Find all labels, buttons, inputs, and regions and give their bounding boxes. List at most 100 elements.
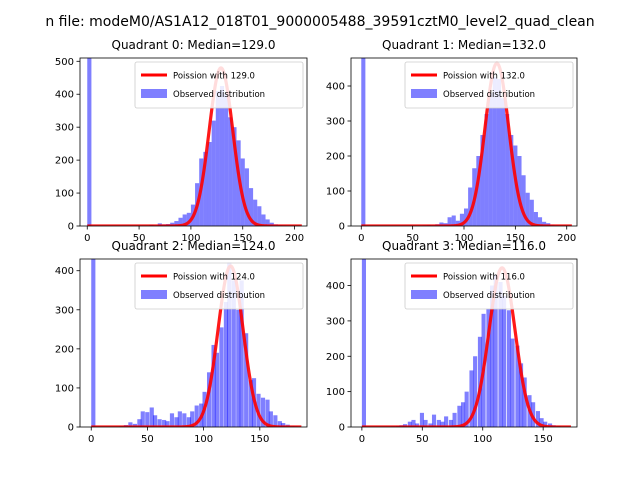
x-tick-label: 200 <box>285 233 304 244</box>
y-tick-label: 300 <box>55 305 74 316</box>
histogram-bar <box>509 135 514 226</box>
axes-frame <box>79 57 308 227</box>
histogram-bar <box>140 411 145 427</box>
histogram-bar <box>219 327 224 427</box>
histogram-bar <box>248 188 254 226</box>
histogram-bar <box>473 356 478 427</box>
histogram-bar <box>488 93 493 226</box>
histogram-bar <box>232 127 237 226</box>
histogram-bar <box>239 280 244 427</box>
histogram-bar <box>244 333 249 427</box>
histogram-bar <box>177 411 182 427</box>
histogram-bar <box>182 214 187 226</box>
histogram-bar <box>219 86 225 226</box>
histogram-bar <box>444 416 449 427</box>
poisson-curve <box>360 61 573 226</box>
histogram-bar <box>415 423 420 427</box>
quadrant-0-panel: 0 50 100 150 200 0 100 200 300 400 500 Quadrant 0: … <box>55 38 308 244</box>
y-tick-label: 400 <box>326 82 345 93</box>
histogram-bar <box>170 222 175 226</box>
y-tick-label: 300 <box>326 117 345 128</box>
legend-hist-label: Observed distribution <box>443 291 535 301</box>
histogram-bar <box>510 338 515 427</box>
y-tick-label: 200 <box>55 344 74 355</box>
legend-hist-label: Observed distribution <box>443 90 535 100</box>
y-tick-label: 200 <box>326 352 345 363</box>
histogram-bar <box>451 215 456 226</box>
y-tick-label: 400 <box>55 90 74 101</box>
x-tick-label: 200 <box>557 233 576 244</box>
histogram-bar <box>529 199 534 226</box>
histogram-bar <box>489 285 495 427</box>
poisson-curve <box>360 266 572 427</box>
histogram-bar <box>224 94 229 226</box>
plot-content <box>360 58 573 226</box>
histogram-bar <box>128 422 133 427</box>
histogram-bar <box>169 413 175 427</box>
histogram-bar <box>228 117 233 226</box>
legend-curve-label: Poission with 129.0 <box>173 72 255 82</box>
legend-box <box>404 262 574 310</box>
histogram-bar <box>257 206 262 226</box>
histogram-bar <box>537 217 543 226</box>
histogram-bar <box>244 168 249 226</box>
legend-hist-label: Observed distribution <box>173 291 265 301</box>
y-tick-label: 0 <box>68 222 74 233</box>
histogram-bar <box>211 344 216 427</box>
plot-content <box>86 58 303 226</box>
quadrant-2-panel: 0 50 100 150 0 100 200 300 400 Quadrant 2: Median… <box>55 239 308 445</box>
histogram-bar <box>231 280 236 427</box>
x-tick-label: 50 <box>416 434 429 445</box>
plot-content <box>90 259 303 427</box>
histogram-bar <box>91 259 96 427</box>
histogram-bar <box>525 192 530 226</box>
histogram-bar <box>535 411 541 427</box>
histogram-bar <box>227 262 232 427</box>
histogram-bar <box>423 419 428 427</box>
x-tick-label: 0 <box>359 434 365 445</box>
histogram-bar <box>476 156 481 226</box>
histogram-bar <box>248 380 253 427</box>
histogram-bar <box>439 222 444 226</box>
x-tick-label: 150 <box>250 434 269 445</box>
histogram-bar <box>407 421 412 427</box>
histogram-bar <box>411 419 416 427</box>
y-tick-label: 400 <box>55 266 74 277</box>
y-tick-label: 500 <box>55 57 74 68</box>
histogram-bar <box>206 372 212 427</box>
axes-frame <box>350 258 578 428</box>
histogram-bar <box>464 391 469 427</box>
histogram-bar <box>464 208 469 226</box>
x-tick-label: 100 <box>181 233 200 244</box>
x-tick-label: 0 <box>88 434 94 445</box>
histogram-bar <box>268 411 273 427</box>
histogram-bar <box>265 399 270 427</box>
histogram-bar <box>468 187 473 226</box>
histogram-bar <box>496 79 501 226</box>
histogram-bar <box>436 419 441 427</box>
histogram-bar <box>452 412 457 427</box>
x-tick-label: 50 <box>141 434 154 445</box>
histogram-bar <box>149 407 154 427</box>
histogram-bar <box>260 397 266 427</box>
legend-curve-label: Poission with 124.0 <box>173 273 255 283</box>
histogram-bar <box>447 217 452 226</box>
x-tick-label: 100 <box>454 233 473 244</box>
histogram-bar <box>460 402 466 427</box>
y-tick-label: 100 <box>326 387 345 398</box>
histogram-bar <box>153 415 158 427</box>
histogram-bar <box>459 213 464 226</box>
histogram-bar <box>223 301 228 427</box>
histogram-bar <box>505 114 510 226</box>
legend-hist-swatch <box>141 290 167 299</box>
histogram-bar <box>431 414 437 427</box>
histogram-bar <box>419 412 424 427</box>
quadrant-1-panel: 0 50 100 150 200 0 100 200 300 400 Quadrant 1: Med… <box>326 38 578 244</box>
histogram-bar <box>281 423 286 427</box>
histogram-bar <box>518 363 524 427</box>
histogram-bar <box>174 221 179 226</box>
y-tick-label: 200 <box>326 152 345 163</box>
histogram-bar <box>162 419 167 427</box>
histogram-bar <box>214 352 220 427</box>
